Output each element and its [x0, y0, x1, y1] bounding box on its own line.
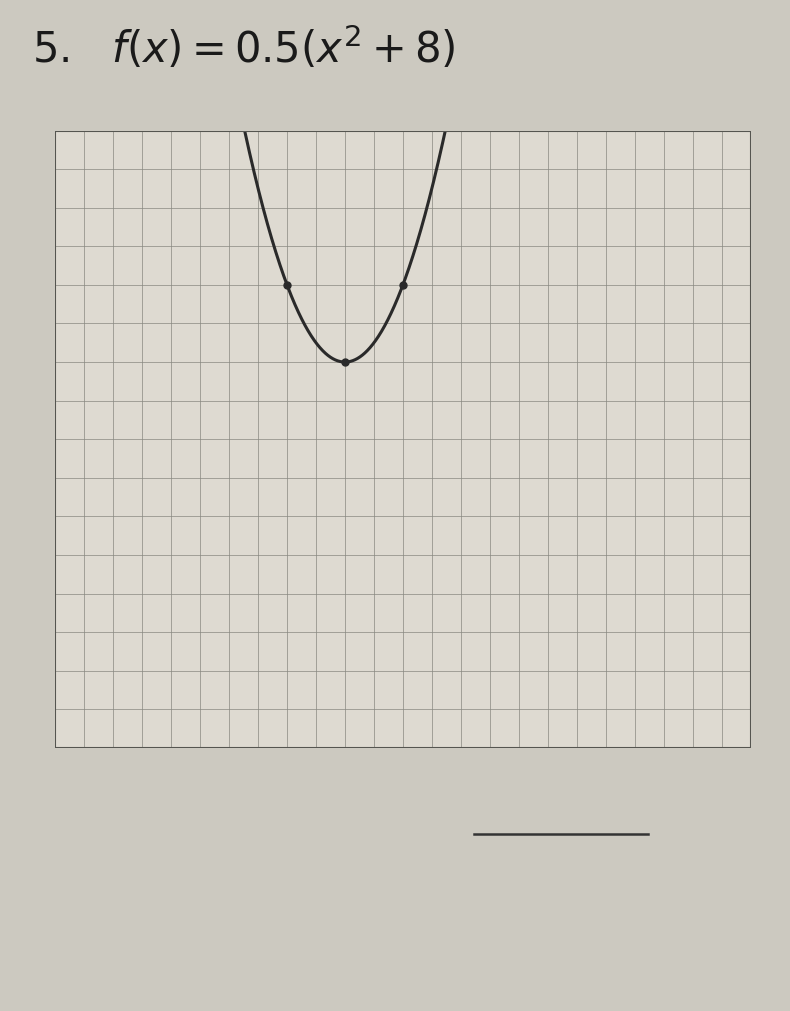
Text: 5.   $f(x) = 0.5(x^2 + 8)$: 5. $f(x) = 0.5(x^2 + 8)$ — [32, 25, 455, 72]
